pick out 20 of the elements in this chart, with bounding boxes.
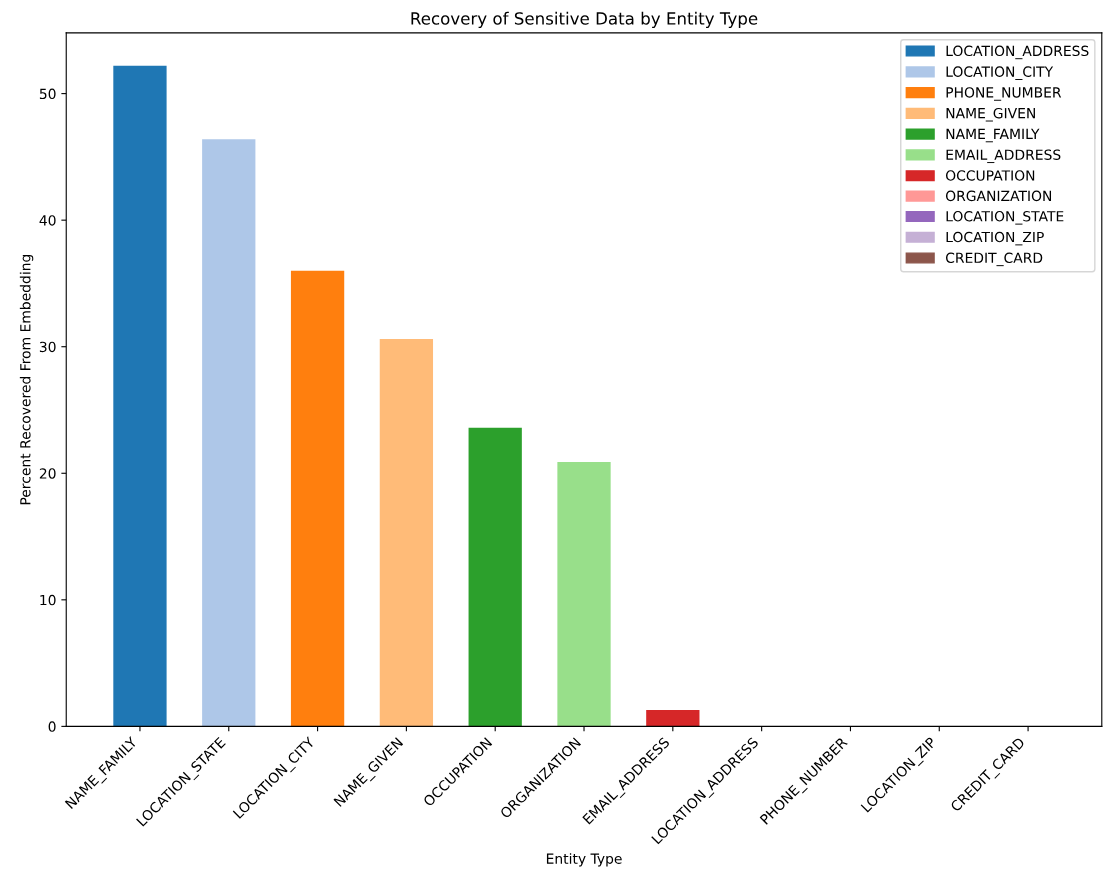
y-tick-label: 20	[39, 468, 56, 479]
y-tick-label: 10	[40, 594, 56, 606]
y-tick-label: 30	[39, 341, 56, 353]
legend-label: LOCATION_ZIP	[946, 231, 1044, 246]
chart-title: Recovery of Sensitive Data by Entity Type	[411, 11, 758, 28]
legend-label: LOCATION_STATE	[946, 211, 1064, 225]
legend-label: OCCUPATION	[945, 170, 1035, 181]
legend-label: EMAIL_ADDRESS	[946, 149, 1061, 164]
legend-label: ORGANIZATION	[945, 190, 1052, 202]
legend-label: NAME_GIVEN	[946, 107, 1035, 122]
y-tick-label: 50	[39, 88, 56, 100]
legend-label: LOCATION_CITY	[946, 66, 1054, 80]
legend-label: LOCATION_ADDRESS	[946, 45, 1089, 60]
y-axis-title: Percent Recovered From Embedding	[19, 254, 34, 505]
y-tick-label: 40	[39, 215, 56, 226]
legend-label: PHONE_NUMBER	[946, 87, 1062, 101]
x-axis-title: Entity Type	[546, 853, 622, 867]
legend-label: NAME_FAMILY	[946, 128, 1040, 143]
y-tick-label: 0	[48, 721, 56, 732]
legend-label: CREDIT_CARD	[945, 252, 1043, 267]
